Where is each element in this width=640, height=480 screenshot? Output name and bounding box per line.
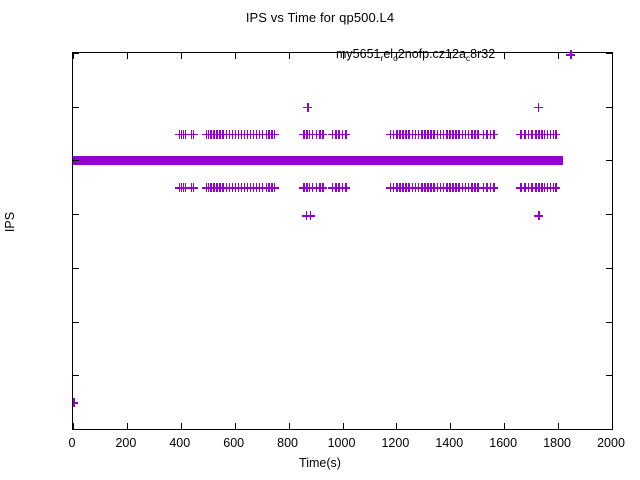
- x-tick-1800: [558, 53, 560, 59]
- data-point-550: [341, 129, 351, 139]
- x-tick-0: [73, 423, 74, 429]
- data-point-450: [341, 183, 351, 193]
- x-tick-600: [234, 53, 236, 59]
- x-tick-1600: [504, 53, 506, 59]
- x-tick-label-1000: 1000: [327, 436, 356, 450]
- x-tick-400: [180, 53, 182, 59]
- x-tick-1200: [396, 423, 398, 429]
- data-point-550: [318, 129, 328, 139]
- data-point-550: [551, 129, 561, 139]
- legend-label: my5651relo2nofp.cz12ac8r32: [336, 47, 496, 63]
- data-point-450: [188, 183, 198, 193]
- data-band-500: [73, 156, 564, 166]
- y-tick-600: [73, 106, 79, 108]
- y-tick-0: [606, 429, 612, 430]
- y-tick-0: [73, 429, 79, 430]
- data-point-outlier-600: [302, 102, 312, 112]
- x-tick-1200: [396, 53, 398, 59]
- x-tick-1000: [342, 423, 344, 429]
- y-tick-200: [73, 321, 79, 323]
- data-point-450: [180, 183, 190, 193]
- x-tick-2000: [612, 53, 613, 59]
- data-point-450: [269, 183, 279, 193]
- data-point-550: [269, 129, 279, 139]
- data-point-550: [180, 129, 190, 139]
- x-tick-200: [126, 53, 128, 59]
- plot-data-layer: [73, 53, 612, 429]
- x-axis-label: Time(s): [299, 456, 341, 470]
- data-point-450: [318, 183, 328, 193]
- x-tick-1000: [342, 53, 344, 59]
- chart-title: IPS vs Time for qp500.L4: [245, 10, 395, 25]
- x-tick-600: [234, 423, 236, 429]
- data-point-550: [489, 129, 499, 139]
- y-tick-500: [606, 160, 612, 162]
- x-tick-1400: [450, 53, 452, 59]
- y-tick-600: [606, 106, 612, 108]
- y-tick-100: [606, 375, 612, 377]
- x-tick-2000: [612, 423, 613, 429]
- data-point-550: [473, 129, 483, 139]
- y-tick-400: [606, 214, 612, 216]
- data-point-outlier-600: [533, 102, 543, 112]
- x-tick-label-1200: 1200: [381, 436, 410, 450]
- x-tick-label-600: 600: [223, 436, 245, 450]
- y-tick-400: [73, 214, 79, 216]
- y-tick-700: [73, 53, 79, 54]
- data-point-450: [551, 183, 561, 193]
- y-tick-100: [73, 375, 79, 377]
- x-tick-0: [73, 53, 74, 59]
- data-point-550: [188, 129, 198, 139]
- legend-key-marker: [566, 50, 582, 66]
- x-tick-label-0: 0: [68, 436, 76, 450]
- y-tick-300: [606, 267, 612, 269]
- x-tick-label-200: 200: [115, 436, 137, 450]
- x-tick-label-1600: 1600: [489, 436, 518, 450]
- x-tick-label-800: 800: [277, 436, 299, 450]
- x-tick-800: [288, 53, 290, 59]
- x-tick-800: [288, 423, 290, 429]
- y-tick-300: [73, 267, 79, 269]
- data-point-450: [489, 183, 499, 193]
- data-point-outlier-398: [305, 211, 315, 221]
- data-point-outlier-50: [73, 398, 78, 408]
- data-point-outlier-398: [534, 211, 544, 221]
- y-axis-label: IPS: [3, 211, 17, 233]
- y-tick-700: [606, 53, 612, 54]
- plot-area: [72, 52, 613, 430]
- x-tick-400: [180, 423, 182, 429]
- x-tick-label-1800: 1800: [543, 436, 571, 450]
- y-tick-200: [606, 321, 612, 323]
- x-tick-1800: [558, 423, 560, 429]
- y-tick-500: [73, 160, 79, 162]
- x-tick-1400: [450, 423, 452, 429]
- x-tick-label-1400: 1400: [435, 436, 464, 450]
- x-tick-1600: [504, 423, 506, 429]
- x-tick-label-2000: 2000: [597, 436, 625, 450]
- data-point-450: [473, 183, 483, 193]
- x-tick-200: [126, 423, 128, 429]
- x-tick-label-400: 400: [169, 436, 191, 450]
